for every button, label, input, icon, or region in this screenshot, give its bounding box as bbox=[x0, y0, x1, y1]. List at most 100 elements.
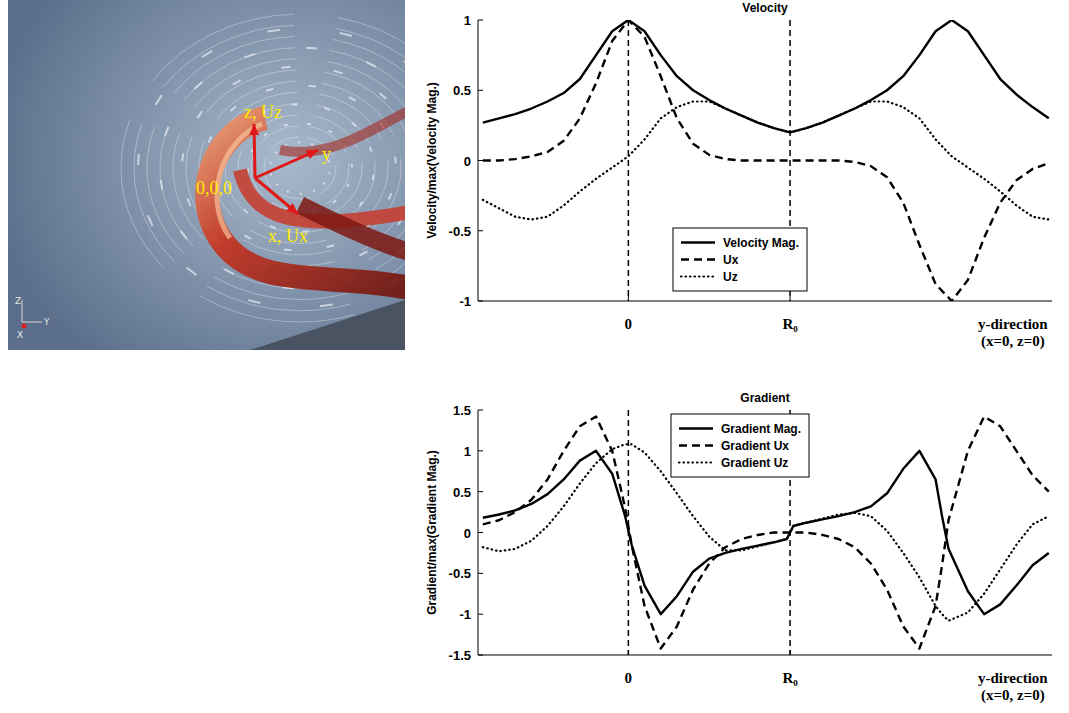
x-axis-line bbox=[478, 301, 1052, 302]
vector-glyph bbox=[187, 268, 197, 275]
vector-glyph bbox=[245, 54, 255, 57]
figure: z, Uzy0,0,0x, UxZYXVelocity-1-0.500.510R… bbox=[0, 0, 1069, 713]
vector-glyph bbox=[347, 184, 349, 187]
y-tick-label: -1.5 bbox=[449, 648, 471, 663]
vector-glyph bbox=[202, 51, 213, 57]
streamline bbox=[251, 126, 349, 210]
vector-glyph bbox=[224, 269, 234, 274]
vector-glyph bbox=[251, 149, 253, 152]
orientation-axis bbox=[22, 300, 23, 322]
x-axis-line bbox=[478, 655, 1052, 656]
legend-box bbox=[673, 228, 807, 291]
orientation-axis bbox=[22, 324, 27, 329]
vector-glyph bbox=[334, 71, 343, 74]
vector-glyph bbox=[284, 124, 288, 127]
vector-glyph bbox=[394, 157, 397, 164]
orientation-label: X bbox=[17, 330, 23, 340]
y-tick-label: 1 bbox=[464, 13, 471, 28]
x-tick bbox=[628, 650, 629, 655]
vector-glyph bbox=[306, 47, 317, 50]
vector-glyph bbox=[245, 235, 251, 239]
axis-arrowhead bbox=[249, 124, 259, 135]
legend-box bbox=[671, 414, 809, 477]
vector-glyph bbox=[370, 147, 372, 152]
y-tick bbox=[478, 20, 483, 21]
legend-sample bbox=[681, 275, 715, 277]
vector-glyph bbox=[275, 152, 276, 154]
legend-label: Ux bbox=[723, 253, 739, 267]
legend: Velocity Mag.UxUz bbox=[673, 228, 807, 291]
vector-glyph bbox=[313, 189, 315, 192]
legend-sample bbox=[681, 241, 715, 243]
vector-glyph bbox=[359, 251, 367, 255]
orientation-label: Z bbox=[15, 296, 21, 306]
streamline bbox=[160, 48, 405, 289]
vector-glyph bbox=[349, 97, 355, 101]
streamline bbox=[134, 25, 405, 311]
stream-tube bbox=[280, 110, 405, 152]
vector-glyph bbox=[359, 202, 362, 206]
x-axis-title-line: (x=0, z=0) bbox=[981, 333, 1045, 350]
legend-label: Gradient Ux bbox=[721, 439, 789, 453]
vector-glyph bbox=[366, 62, 376, 67]
vector-glyph bbox=[298, 141, 300, 143]
x-tick-label: R₀ bbox=[782, 316, 798, 332]
axis-arrowhead bbox=[286, 203, 298, 214]
vector-glyph bbox=[324, 108, 330, 110]
chart: Velocity-1-0.500.510R₀Velocity/max(Veloc… bbox=[425, 1, 1052, 350]
render-image: z, Uzy0,0,0x, UxZYX bbox=[8, 0, 405, 350]
vector-glyph bbox=[320, 304, 333, 306]
axis-label: z, Uz bbox=[244, 102, 282, 122]
vector-glyph bbox=[181, 153, 184, 161]
vector-glyph bbox=[276, 184, 278, 186]
vector-glyph bbox=[404, 61, 405, 68]
y-tick-label: 0.5 bbox=[453, 485, 471, 500]
legend-sample bbox=[679, 461, 713, 463]
legend-sample bbox=[681, 258, 715, 260]
y-tick bbox=[478, 450, 483, 451]
x-tick-label: 0 bbox=[625, 316, 633, 332]
orientation-axis bbox=[22, 322, 42, 323]
series-line bbox=[483, 20, 1049, 301]
x-axis-title-line: y-direction bbox=[978, 670, 1048, 686]
vector-glyph bbox=[329, 131, 332, 133]
plot-area bbox=[483, 417, 1049, 649]
y-tick-label: 0 bbox=[464, 154, 471, 169]
legend-label: Gradient Mag. bbox=[721, 422, 801, 436]
vector-glyph bbox=[197, 111, 202, 118]
vector-glyph bbox=[339, 33, 351, 36]
axis-arrowhead bbox=[306, 150, 318, 159]
vector-glyph bbox=[233, 80, 241, 84]
page: {"image_panel": {"origin_label": "0,0,0"… bbox=[0, 0, 1069, 713]
x-tick bbox=[790, 296, 791, 301]
vector-glyph bbox=[244, 209, 248, 213]
x-axis-title: y-direction(x=0, z=0) bbox=[978, 316, 1048, 350]
legend: Gradient Mag.Gradient UxGradient Uz bbox=[671, 414, 809, 477]
y-tick-label: -1 bbox=[459, 607, 471, 622]
vector-glyph bbox=[300, 193, 302, 195]
vector-glyph bbox=[311, 143, 313, 146]
axis-arrow bbox=[255, 150, 318, 178]
y-tick bbox=[478, 491, 483, 492]
axis-arrow bbox=[255, 178, 298, 214]
vector-glyph bbox=[287, 190, 289, 193]
x-axis-title: y-direction(x=0, z=0) bbox=[978, 670, 1048, 704]
vector-glyph bbox=[209, 136, 212, 142]
y-tick-label: -0.5 bbox=[449, 224, 471, 239]
axis-label: y bbox=[322, 144, 331, 164]
plot-area bbox=[483, 20, 1049, 301]
vector-glyph bbox=[230, 106, 236, 111]
x-tick-label: R₀ bbox=[782, 670, 798, 686]
y-tick-label: -0.5 bbox=[449, 566, 471, 581]
y-tick-label: -1 bbox=[459, 294, 471, 309]
stream-tube bbox=[207, 118, 405, 288]
vector-glyph bbox=[194, 82, 202, 89]
vector-glyph bbox=[307, 123, 311, 126]
y-tick bbox=[478, 301, 483, 302]
vector-glyph bbox=[270, 174, 273, 176]
chart-title: Velocity bbox=[742, 1, 788, 15]
axis-label: x, Ux bbox=[268, 226, 308, 246]
legend-sample bbox=[679, 444, 713, 446]
vector-glyph bbox=[266, 89, 273, 91]
vector-glyph bbox=[187, 198, 190, 206]
